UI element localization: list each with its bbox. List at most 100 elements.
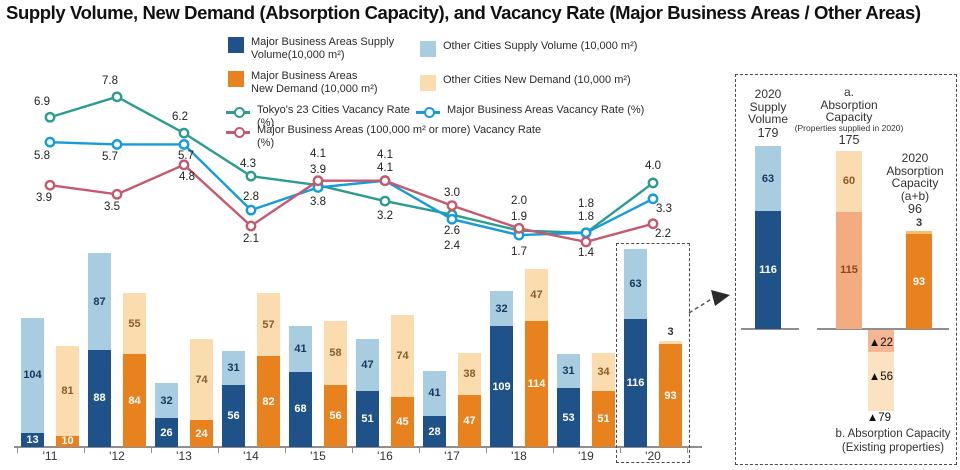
bar-value-label: 10 [61, 435, 74, 448]
year-label: '17 [444, 449, 460, 463]
panel-bar-segment: 115 [836, 211, 862, 329]
bar-value-label: 32 [160, 394, 173, 407]
line-value-label: 1.4 [578, 246, 594, 259]
bar-value-label: 41 [428, 387, 441, 400]
bar-value-label: 34 [597, 365, 610, 378]
bar-segment: 32 [155, 382, 178, 419]
panel-caption: b. Absorption Capacity (Existing propert… [835, 428, 951, 454]
bar-segment: 13 [21, 432, 44, 447]
bar-value-label: 109 [492, 380, 511, 393]
legend-item-other-supply: Other Cities Supply Volume (10,000 m²) [420, 40, 680, 57]
bar-value-label: 104 [23, 369, 42, 382]
bar-value-label: 74 [396, 350, 409, 363]
year-label: '19 [578, 449, 594, 463]
line-value-label: 3.3 [656, 202, 672, 215]
bar-segment: 28 [423, 416, 446, 447]
bar-value-label: 93 [664, 389, 677, 402]
bar-segment: 84 [123, 354, 146, 447]
bar-segment: 56 [324, 385, 347, 447]
line-value-label: 5.7 [102, 151, 118, 164]
bar-value-label: 87 [93, 295, 106, 308]
year-label: '16 [377, 449, 393, 463]
bar-value-label: 41 [294, 343, 307, 356]
year-label: '18 [511, 449, 527, 463]
panel-negative-segment [868, 330, 894, 353]
legend-item-other-demand: Other Cities New Demand (10,000 m²) [420, 74, 680, 91]
line-value-label: 3.0 [444, 186, 460, 199]
bar-segment: 47 [458, 395, 481, 447]
bar-segment: 34 [592, 352, 615, 391]
bar-value-label: 63 [629, 277, 642, 290]
panel-bar-value-label: 115 [840, 264, 858, 277]
x-axis-tick [16, 448, 18, 453]
line-value-label: 3.8 [310, 196, 326, 209]
negative-value-label: ▲56 [868, 371, 894, 383]
negative-value-label: ▲79 [866, 412, 892, 424]
year-label: '13 [176, 449, 192, 463]
x-axis-tick [619, 448, 621, 453]
line-value-label: 2.0 [511, 195, 527, 208]
line-value-label: 4.8 [179, 170, 195, 183]
bar-segment: 74 [391, 315, 414, 398]
panel-column-header: 2020 Supply Volume 179 [708, 88, 828, 139]
year-label: '20 [645, 449, 661, 463]
bar-value-label: 24 [195, 427, 208, 440]
bar-segment: 109 [490, 326, 513, 447]
bar-value-label: 116 [626, 376, 645, 389]
bar-segment: 51 [592, 390, 615, 447]
bar-segment: 55 [123, 293, 146, 355]
bar-segment: 81 [56, 346, 79, 436]
bar-value-label: 45 [396, 416, 409, 429]
bar-segment: 56 [222, 385, 245, 447]
line-value-label: 3.2 [377, 210, 393, 223]
year-label: '11 [42, 449, 58, 463]
line-value-label: 1.7 [511, 246, 527, 259]
bar-segment: 47 [525, 268, 548, 321]
page-title: Supply Volume, New Demand (Absorption Ca… [6, 2, 921, 23]
legend-label: Major Business Areas Supply Volume(10,00… [251, 36, 395, 61]
panel-bar-value-label: 116 [759, 263, 777, 276]
bar-value-label: 53 [562, 411, 575, 424]
bar-segment: 41 [289, 326, 312, 372]
highlight-2020-box [616, 243, 690, 463]
bar-value-label: 55 [128, 317, 141, 330]
bar-segment: 47 [356, 338, 379, 391]
line-value-label: 7.8 [102, 74, 118, 87]
x-axis-tick [83, 448, 85, 453]
bar-segment: 32 [490, 291, 513, 327]
panel-bar-segment: 93 [906, 234, 932, 329]
negative-value-label: ▲22 [868, 337, 894, 349]
bar-value-label: 32 [495, 302, 508, 315]
bar-value-label: 82 [262, 395, 275, 408]
bar-segment: 58 [324, 320, 347, 386]
bar-value-label: 51 [361, 412, 374, 425]
right-panel-box [735, 74, 957, 465]
panel-baseline [817, 328, 949, 330]
major-supply-swatch-icon [228, 37, 244, 53]
panel-baseline [741, 328, 799, 330]
bar-segment: 88 [88, 349, 111, 447]
bar-value-label: 56 [329, 410, 342, 423]
panel-bar-segment [906, 231, 932, 235]
bar-value-label: 51 [597, 412, 610, 425]
other-demand-swatch-icon [420, 75, 436, 91]
year-label: '15 [310, 449, 326, 463]
bar-value-label: 74 [195, 373, 208, 386]
bar-segment: 24 [190, 420, 213, 447]
bar-segment: 68 [289, 371, 312, 447]
bar-segment: 51 [356, 390, 379, 447]
bar-value-label: 81 [61, 385, 74, 398]
panel-bar-value-label: 63 [761, 172, 775, 185]
bar-value-label: 26 [160, 426, 173, 439]
bar-segment: 63 [624, 249, 647, 319]
bar-value-label: 47 [361, 358, 374, 371]
bar-segment [659, 340, 682, 345]
bar-segment: 93 [659, 344, 682, 447]
bar-segment: 114 [525, 320, 548, 447]
bar-value-label: 47 [530, 288, 543, 301]
line-value-label: 5.7 [178, 150, 194, 163]
bar-value-label: 114 [527, 377, 546, 390]
legend-label: Major Business Areas New Demand (10,000 … [251, 70, 378, 95]
line-value-label: 2.2 [655, 227, 671, 240]
line-value-label: 2.1 [243, 233, 259, 245]
